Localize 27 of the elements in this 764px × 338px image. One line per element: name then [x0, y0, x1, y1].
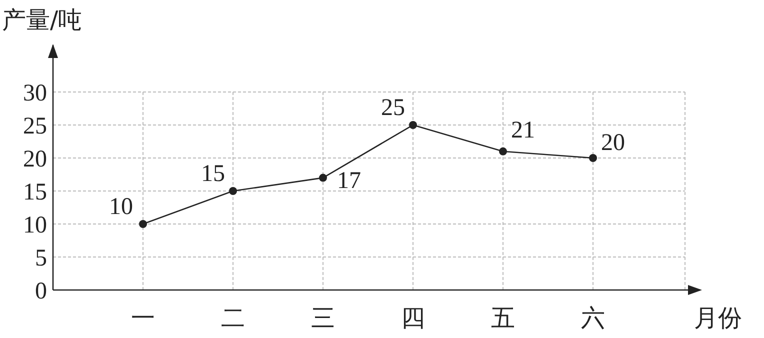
point — [229, 187, 237, 195]
x-tick-label: 五 — [491, 304, 515, 332]
data-label: 15 — [201, 161, 225, 187]
y-tick-label: 25 — [23, 113, 47, 140]
data-label: 20 — [601, 130, 625, 156]
point — [499, 147, 507, 156]
data-label: 10 — [109, 194, 133, 220]
point — [409, 121, 417, 129]
y-tick-label: 30 — [23, 80, 47, 106]
y-tick-label: 20 — [23, 146, 47, 172]
y-tick-label: 0 — [35, 278, 47, 304]
y-tick-label: 10 — [23, 212, 47, 238]
data-label: 21 — [511, 117, 535, 144]
x-tick-label: 二 — [221, 304, 245, 332]
x-tick-label: 四 — [401, 304, 425, 332]
point — [319, 174, 327, 182]
point — [139, 220, 147, 228]
data-label: 25 — [381, 95, 405, 121]
data-label: 17 — [337, 168, 361, 194]
x-tick-label: 六 — [581, 304, 605, 332]
x-axis-title: 月份 — [694, 304, 742, 332]
y-axis-title: 产量/吨 — [2, 6, 82, 34]
x-tick-label: 一 — [131, 304, 155, 332]
x-tick-label: 三 — [311, 304, 335, 332]
y-tick-label: 5 — [35, 245, 47, 272]
point — [589, 154, 597, 162]
y-tick-label: 15 — [23, 179, 47, 206]
